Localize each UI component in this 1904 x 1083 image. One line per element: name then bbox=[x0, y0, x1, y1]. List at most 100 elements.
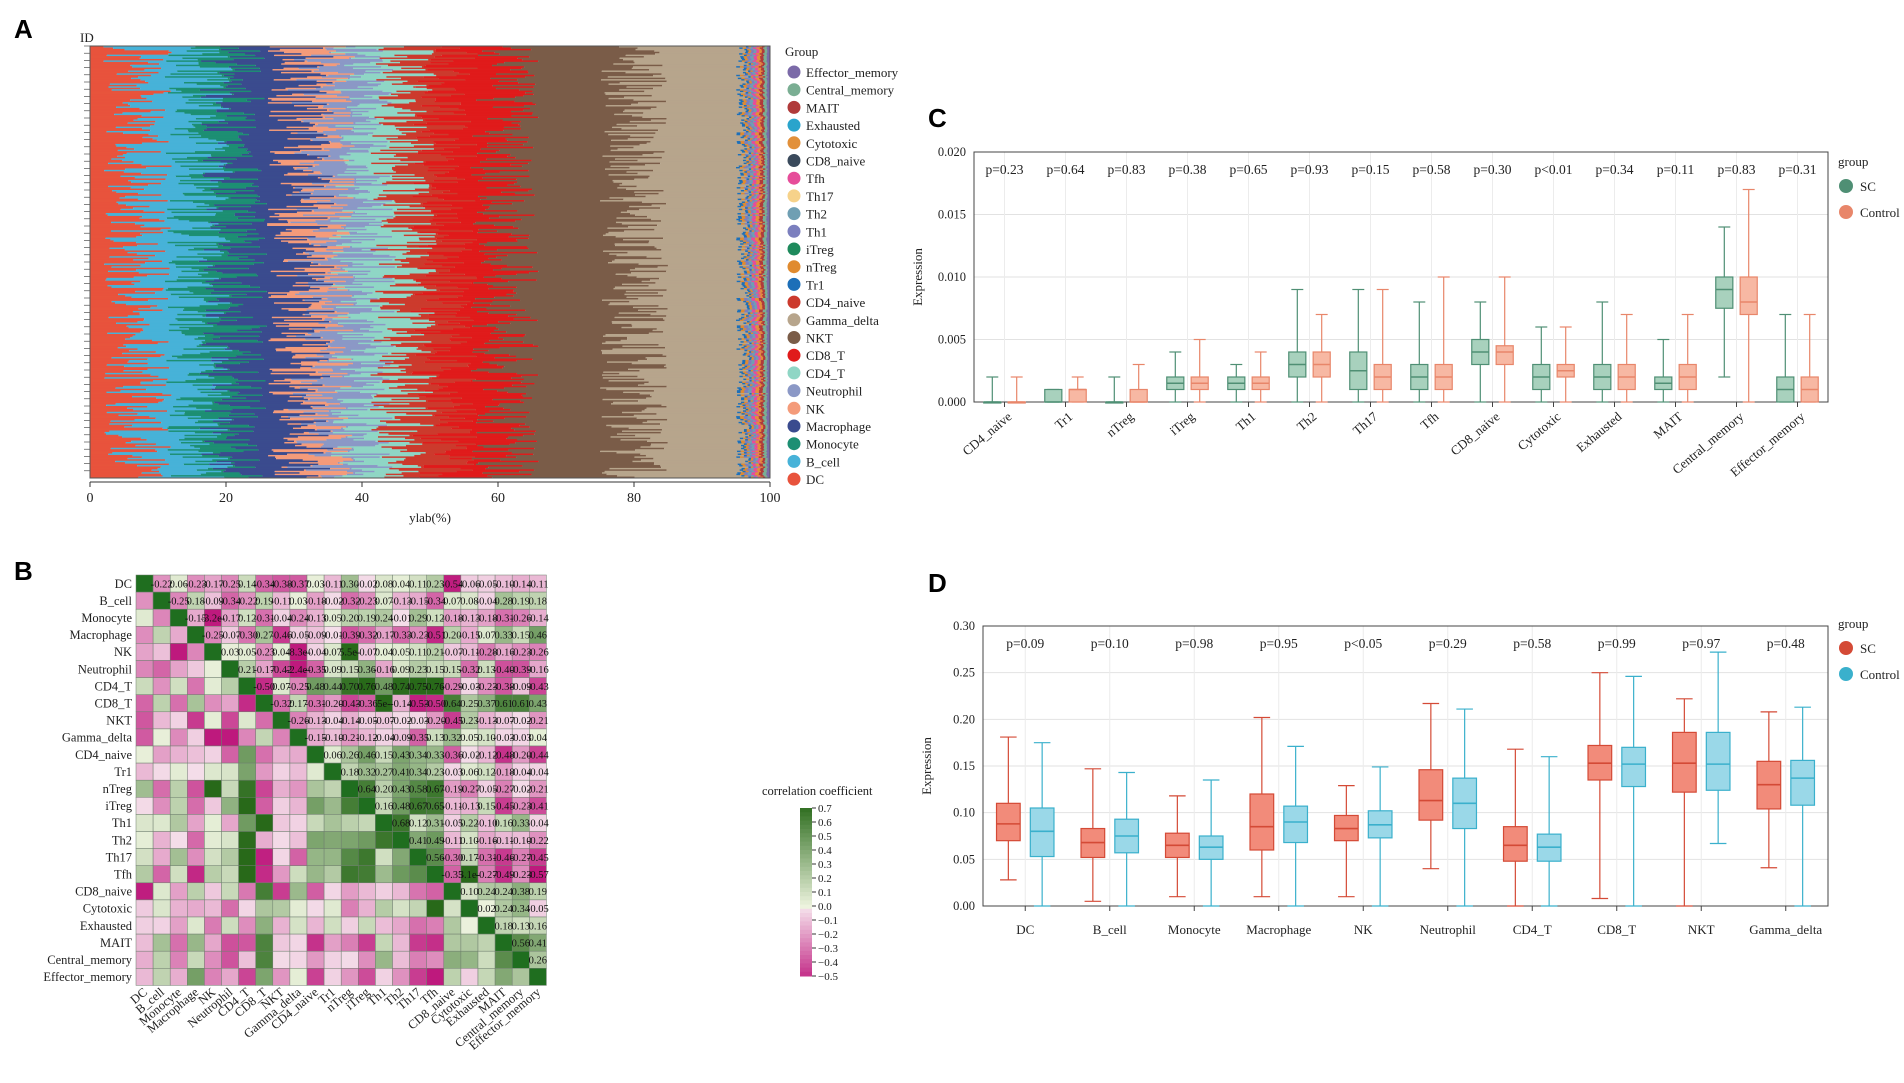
bar-segment-NKT bbox=[520, 299, 603, 302]
bar-segment-Cytotoxic bbox=[760, 274, 764, 277]
bar-segment-Gamma_delta bbox=[632, 115, 742, 117]
bar-segment-Tr1 bbox=[748, 351, 752, 354]
bar-segment-Central_memory bbox=[763, 381, 767, 384]
bar-segment-Macrophage bbox=[205, 280, 324, 283]
bar-segment-DC bbox=[90, 401, 159, 404]
bar-segment-MAIT bbox=[761, 211, 765, 214]
bar-segment-Central_memory bbox=[765, 70, 768, 73]
bar-segment-NK bbox=[289, 290, 328, 293]
bar-segment-Effector_memory bbox=[766, 346, 771, 349]
bar-segment-NKT bbox=[504, 365, 665, 368]
bar-segment-CD4_naive bbox=[415, 280, 450, 283]
bar-segment-MAIT bbox=[759, 90, 764, 93]
bar-segment-Th2 bbox=[752, 270, 756, 273]
bar-segment-nTreg bbox=[751, 152, 754, 155]
bar-segment-Effector_memory bbox=[767, 139, 771, 142]
bar-segment-NKT bbox=[479, 250, 604, 253]
bar-segment-Central_memory bbox=[762, 182, 767, 185]
bar-segment-CD4_T bbox=[350, 316, 379, 319]
bar-segment-CD8_T bbox=[459, 322, 511, 325]
bar-segment-CD4_naive bbox=[382, 276, 477, 279]
bar-segment-Cytotoxic bbox=[759, 126, 763, 129]
bar-segment-Th2 bbox=[753, 207, 757, 210]
bar-segment-NK bbox=[281, 308, 334, 310]
bar-segment-Macrophage bbox=[237, 236, 316, 238]
bar-segment-Th2 bbox=[756, 264, 759, 267]
bar-segment-CD8_T bbox=[413, 182, 515, 185]
bar-segment-nTreg bbox=[740, 93, 745, 96]
bar-segment-Central_memory bbox=[765, 293, 768, 296]
bar-segment-NK bbox=[327, 246, 350, 248]
bar-segment-NKT bbox=[504, 61, 635, 64]
bar-segment-MAIT bbox=[763, 230, 766, 233]
bar-segment-CD8_T bbox=[428, 318, 514, 320]
bar-segment-NK bbox=[291, 230, 313, 233]
bar-segment-DC bbox=[90, 46, 104, 48]
bar-segment-Neutrophil bbox=[343, 250, 376, 253]
bar-segment-Tfh bbox=[754, 367, 758, 369]
bar-segment-Gamma_delta bbox=[604, 92, 746, 94]
bar-segment-Tr1 bbox=[744, 210, 748, 212]
bar-segment-Tr1 bbox=[746, 109, 750, 112]
bar-segment-Macrophage bbox=[259, 335, 287, 338]
bar-segment-Th2 bbox=[750, 283, 755, 286]
bar-segment-Effector_memory bbox=[766, 201, 771, 204]
bar-segment-NKT bbox=[529, 272, 632, 274]
bar-segment-Monocyte bbox=[187, 374, 209, 377]
bar-segment-Effector_memory bbox=[767, 82, 771, 84]
bar-segment-MAIT bbox=[762, 254, 766, 257]
bar-segment-B_cell bbox=[142, 128, 175, 130]
bar-segment-Central_memory bbox=[764, 148, 768, 151]
bar-segment-nTreg bbox=[746, 345, 750, 348]
bar-segment-NK bbox=[307, 388, 318, 391]
bar-segment-CD4_naive bbox=[373, 339, 451, 342]
bar-segment-Central_memory bbox=[764, 259, 768, 261]
bar-segment-Th1 bbox=[744, 192, 749, 195]
bar-segment-Effector_memory bbox=[766, 372, 771, 375]
bar-segment-nTreg bbox=[747, 207, 751, 210]
bar-segment-Cytotoxic bbox=[760, 323, 764, 326]
bar-segment-CD8_T bbox=[424, 263, 491, 266]
bar-segment-Gamma_delta bbox=[658, 305, 747, 308]
bar-segment-Cytotoxic bbox=[756, 287, 761, 290]
bar-segment-Tr1 bbox=[745, 139, 749, 142]
bar-segment-Gamma_delta bbox=[659, 51, 746, 54]
bar-segment-Effector_memory bbox=[766, 159, 771, 162]
bar-segment-CD4_T bbox=[347, 106, 395, 109]
bar-segment-Gamma_delta bbox=[614, 286, 744, 289]
bar-segment-Tr1 bbox=[744, 272, 748, 274]
bar-segment-Neutrophil bbox=[326, 401, 341, 404]
bar-segment-nTreg bbox=[742, 208, 747, 211]
bar-segment-Cytotoxic bbox=[757, 316, 761, 319]
bar-segment-nTreg bbox=[751, 168, 754, 171]
bar-segment-nTreg bbox=[741, 77, 746, 80]
bar-segment-NKT bbox=[476, 368, 629, 371]
bar-segment-Tfh bbox=[755, 236, 759, 238]
bar-segment-Neutrophil bbox=[339, 63, 354, 66]
bar-segment-NK bbox=[273, 79, 297, 81]
bar-segment-Th2 bbox=[747, 237, 752, 240]
bar-segment-CD4_T bbox=[382, 371, 407, 374]
bar-segment-nTreg bbox=[750, 251, 754, 254]
bar-segment-Monocyte bbox=[201, 122, 228, 125]
bar-segment-DC bbox=[90, 400, 163, 403]
bar-segment-Tfh bbox=[754, 159, 759, 162]
bar-segment-MAIT bbox=[762, 118, 766, 120]
bar-segment-Tr1 bbox=[749, 357, 753, 359]
bar-segment-MAIT bbox=[760, 83, 765, 86]
bar-segment-NK bbox=[303, 401, 327, 404]
bar-segment-B_cell bbox=[146, 97, 223, 100]
bar-segment-NKT bbox=[534, 382, 645, 385]
bar-segment-Th2 bbox=[749, 375, 754, 378]
bar-segment-Cytotoxic bbox=[758, 378, 762, 381]
bar-segment-nTreg bbox=[749, 289, 753, 292]
bar-segment-Cytotoxic bbox=[758, 349, 762, 352]
bar-segment-B_cell bbox=[130, 105, 199, 107]
bar-segment-DC bbox=[90, 382, 141, 385]
bar-segment-NKT bbox=[513, 226, 629, 228]
bar-segment-B_cell bbox=[139, 57, 183, 60]
bar-segment-CD4_naive bbox=[379, 359, 458, 362]
bar-segment-Th1 bbox=[752, 321, 755, 323]
bar-segment-Th2 bbox=[756, 380, 759, 382]
bar-segment-CD8_T bbox=[437, 233, 512, 236]
